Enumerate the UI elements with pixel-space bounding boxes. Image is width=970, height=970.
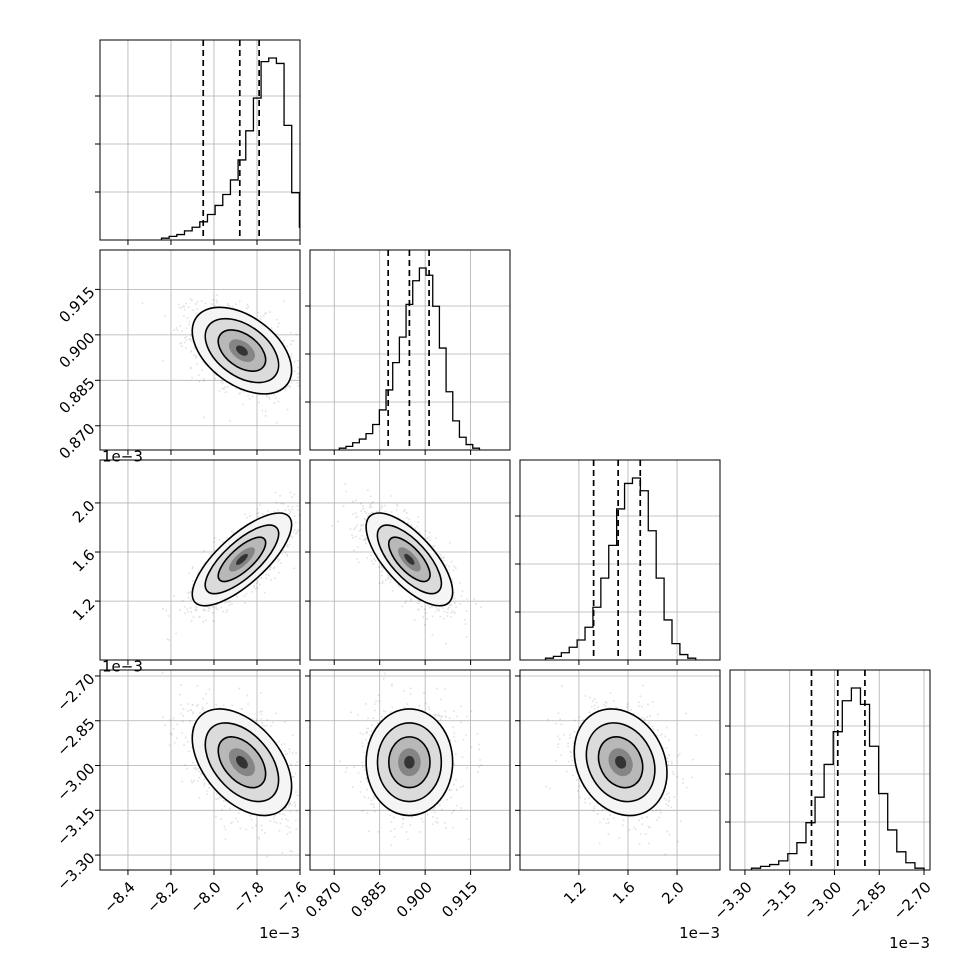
y-tick-label: 1.2 (69, 595, 99, 625)
y-tick-label: 0.900 (55, 329, 98, 372)
contour-level-5 (404, 553, 415, 565)
scatter-points (338, 672, 483, 847)
y-tick-label: 0.870 (55, 420, 98, 463)
x-offset-label: 1e−3 (889, 934, 930, 952)
panel-frame (519, 459, 721, 661)
ticks-2-2 (333, 450, 472, 455)
ticks-3-3 (578, 660, 678, 665)
histogram-step (160, 57, 300, 240)
panel-frame (519, 669, 721, 871)
y-tick-label: −3.30 (53, 849, 98, 894)
panel-axes-3-2 (309, 459, 511, 661)
panel-axes-2-1 (99, 249, 301, 451)
x-tick-label: 1.2 (560, 878, 590, 908)
panel-axes-4-2 (309, 669, 511, 871)
y-tick-label: 1.6 (69, 546, 99, 576)
x-axis-labels-3: 1.2 1.6 2.0 1e−3 (560, 878, 720, 942)
x-axis-labels-1: −8.4 −8.2 −8.0 −7.8 −7.61e−3 (100, 878, 311, 942)
panel-frame (99, 669, 301, 871)
y-offset-label: 1e−3 (102, 447, 143, 465)
contour-level-5 (236, 553, 248, 565)
scatter-panel-4-1 (100, 670, 300, 870)
y-tick-label: −2.70 (53, 670, 98, 715)
x-tick-label: −8.2 (143, 878, 181, 916)
scatter-panel-4-2 (310, 670, 510, 870)
ticks-1-1 (127, 240, 301, 245)
contour-level-5 (615, 755, 627, 769)
x-tick-label: 0.915 (438, 878, 481, 921)
x-axis-labels-4: −3.30 −3.15 −3.00 −2.85 −2.70 1e−3 (710, 878, 934, 952)
contour-level-5 (236, 345, 248, 356)
histogram-step (544, 477, 697, 660)
ticks-2-1 (95, 288, 301, 455)
scatter-panel-2-1 (100, 250, 300, 450)
y-tick-label: −3.15 (53, 804, 98, 849)
x-offset-label: 1e−3 (259, 924, 300, 942)
y-axis-labels-3: 1.2 1.6 2.0 (69, 497, 99, 625)
x-tick-label: −8.0 (186, 878, 224, 916)
x-tick-label: −3.00 (800, 878, 845, 923)
scatter-panel-3-1 (100, 460, 300, 660)
y-tick-label: −2.85 (53, 715, 98, 760)
panel-axes-4-3 (519, 669, 721, 871)
x-tick-label: 0.885 (347, 878, 390, 921)
histogram-panel-3 (515, 459, 721, 661)
panel-axes-3-1 (99, 459, 301, 661)
histogram-panel-4 (725, 669, 931, 871)
panel-frame (99, 249, 301, 451)
panel-frame (309, 669, 511, 871)
panel-frame (729, 669, 931, 871)
x-tick-label: −7.8 (229, 878, 267, 916)
y-axis-labels-4: −3.30−3.15−3.00−2.85−2.70 (53, 670, 98, 894)
ticks-3-2 (305, 502, 472, 665)
ticks-4-1 (95, 675, 301, 875)
x-tick-label: −3.30 (710, 878, 755, 923)
x-tick-label: 2.0 (658, 878, 688, 908)
x-tick-label: 0.900 (393, 878, 436, 921)
panel-frame (99, 39, 301, 241)
panel-frame (309, 459, 511, 661)
contour-level-5 (236, 755, 248, 769)
x-tick-label: 1.6 (609, 878, 639, 908)
y-tick-label: 0.885 (55, 374, 98, 417)
x-offset-label: 1e−3 (679, 924, 720, 942)
x-tick-label: −2.70 (890, 878, 935, 923)
ticks-4-4 (744, 870, 925, 875)
ticks-4-3 (515, 675, 678, 875)
y-tick-label: 2.0 (69, 497, 99, 527)
panel-frame (99, 459, 301, 661)
y-tick-label: −3.00 (53, 759, 98, 804)
contour-level-5 (404, 755, 415, 769)
x-tick-label: −8.4 (100, 878, 138, 916)
scatter-panel-3-2 (310, 460, 510, 660)
y-tick-label: 0.915 (55, 283, 98, 326)
x-tick-label: −3.15 (755, 878, 800, 923)
x-axis-labels-2: 0.870 0.885 0.900 0.915 (302, 878, 481, 921)
ticks-3-1 (95, 502, 301, 665)
x-tick-label: −2.85 (845, 878, 890, 923)
y-offset-label: 1e−3 (102, 657, 143, 675)
x-tick-label: 0.870 (302, 878, 345, 921)
histogram-panel-1 (95, 39, 301, 241)
histogram-panel-2 (305, 249, 511, 451)
panel-frame (309, 249, 511, 451)
scatter-panel-4-3 (520, 670, 720, 870)
panel-axes-4-1 (99, 669, 301, 871)
ticks-4-2 (305, 675, 472, 875)
